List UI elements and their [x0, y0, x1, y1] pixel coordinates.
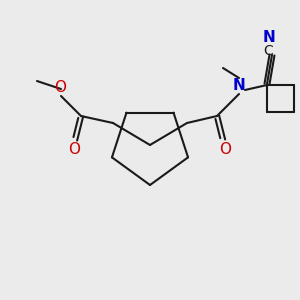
Text: O: O — [68, 142, 80, 157]
Text: N: N — [232, 77, 245, 92]
Text: N: N — [262, 31, 275, 46]
Text: O: O — [54, 80, 66, 95]
Text: O: O — [219, 142, 231, 157]
Text: C: C — [263, 44, 273, 58]
